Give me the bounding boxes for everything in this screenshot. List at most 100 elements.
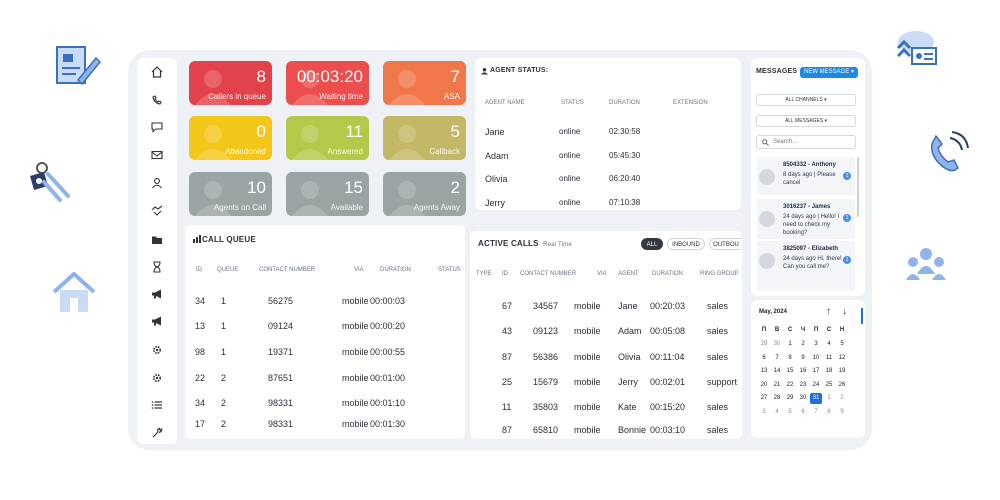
message-sender: 3825097 - Elizabeth: [783, 246, 839, 252]
calendar-day[interactable]: 1: [827, 395, 831, 401]
table-cell: online: [559, 174, 581, 183]
stat-value: 0: [256, 122, 266, 141]
calendar-day[interactable]: 30: [799, 395, 807, 401]
sidebar-item-list-12[interactable]: [150, 398, 164, 412]
sidebar-item-phone-1[interactable]: [150, 93, 164, 107]
calendar-day[interactable]: 16: [799, 368, 807, 374]
stat-value: 2: [450, 178, 460, 197]
calendar-day[interactable]: 4: [827, 341, 831, 347]
calendar-day[interactable]: 17: [812, 368, 820, 374]
calendar-day[interactable]: 20: [760, 381, 768, 388]
calendar-prev-button[interactable]: ↑: [826, 306, 831, 317]
calendar-day[interactable]: 6: [762, 354, 766, 361]
stat-tile[interactable]: 8 Callers in queue: [189, 61, 272, 105]
messages-title: MESSAGES: [756, 68, 798, 75]
weekday-label: П: [813, 327, 819, 333]
sidebar-item-gear-10[interactable]: [150, 343, 164, 357]
calendar-day[interactable]: 28: [773, 395, 781, 401]
calendar-day[interactable]: 12: [838, 354, 846, 361]
calendar-day[interactable]: 11: [825, 354, 833, 361]
column-header: DURATION: [652, 271, 683, 277]
phone-icon: [152, 95, 162, 105]
channels-dropdown[interactable]: ALL CHANNELS ▾: [756, 94, 856, 106]
stat-tile[interactable]: 0 Abandoned: [189, 116, 272, 160]
calendar-day[interactable]: 25: [825, 381, 833, 388]
filter-outbound-button[interactable]: OUTBOU: [709, 238, 742, 250]
search-input[interactable]: Search...: [756, 135, 856, 149]
stat-tile[interactable]: 2 Agents Away: [383, 172, 466, 216]
stat-tile[interactable]: 15 Available: [286, 172, 369, 216]
calendar-day[interactable]: 5: [840, 341, 844, 347]
calendar-day[interactable]: 2: [840, 395, 844, 401]
calendar-day[interactable]: 22: [786, 381, 794, 388]
calendar-day[interactable]: 29: [760, 341, 768, 347]
filter-inbound-button[interactable]: INBOUND: [667, 238, 705, 250]
filter-all-button[interactable]: ALL: [641, 238, 663, 250]
message-item[interactable]: 3825097 - Elizabeth 24 days ago Hi, there…: [757, 241, 855, 291]
table-cell: Jerry: [618, 377, 638, 387]
stat-tile[interactable]: 10 Agents on Call: [189, 172, 272, 216]
calendar-day[interactable]: 5: [788, 408, 792, 415]
calendar-day[interactable]: 9: [840, 408, 844, 415]
column-header: STATUS: [438, 267, 461, 273]
calendar-day[interactable]: 27: [760, 395, 768, 401]
sidebar-item-handshake-5[interactable]: [150, 203, 164, 217]
sidebar-item-megaphone-9[interactable]: [150, 314, 164, 328]
message-list-scrollbar[interactable]: [857, 157, 859, 217]
calendar-day[interactable]: 8: [788, 354, 792, 361]
calendar-day[interactable]: 18: [825, 368, 833, 374]
calendar-day[interactable]: 10: [812, 354, 820, 361]
message-item[interactable]: 8504332 - Anthony 8 days ago | Please can…: [757, 157, 855, 195]
table-cell: 06:20:40: [609, 174, 641, 183]
calendar-day[interactable]: 21: [773, 381, 781, 388]
sidebar-item-folder-6[interactable]: [150, 233, 164, 247]
calendar-day[interactable]: 7: [814, 408, 818, 415]
new-message-button[interactable]: NEW MESSAGE ▾: [800, 67, 859, 78]
calendar-day[interactable]: 15: [786, 368, 794, 374]
calendar-day[interactable]: 29: [786, 395, 794, 401]
calendar-day[interactable]: 19: [838, 368, 846, 374]
sidebar-item-mail-3[interactable]: [150, 148, 164, 162]
table-cell: 00:01:10: [370, 398, 406, 408]
calendar-day[interactable]: 2: [801, 341, 805, 347]
stat-tile[interactable]: 7 ASA: [383, 61, 466, 105]
calendar-day[interactable]: 9: [801, 354, 805, 361]
messages-filter-dropdown[interactable]: ALL MESSAGES ▾: [756, 115, 856, 127]
table-cell: 67: [502, 301, 513, 311]
message-item[interactable]: 3016237 - James 24 days ago | Hello! I ne…: [757, 199, 855, 239]
calendar-day[interactable]: 4: [775, 408, 779, 415]
sidebar-item-megaphone-8[interactable]: [150, 287, 164, 301]
column-header: CONTACT NUMBER: [520, 271, 577, 277]
gear-icon: [152, 345, 162, 355]
stat-label: Available: [330, 203, 363, 212]
calendar-day[interactable]: 24: [812, 381, 820, 388]
megaphone-icon: [152, 289, 161, 299]
stat-tile[interactable]: 5 Callback: [383, 116, 466, 160]
calendar-day[interactable]: 23: [799, 381, 807, 388]
stat-tile[interactable]: 11 Answered: [286, 116, 369, 160]
active-calls-panel: [470, 231, 742, 439]
sidebar-item-user-4[interactable]: [150, 176, 164, 190]
message-sender: 3016237 - James: [783, 204, 831, 210]
calendar-next-button[interactable]: ↓: [842, 306, 847, 317]
calendar-day[interactable]: 14: [773, 368, 781, 374]
calendar-day[interactable]: 13: [760, 368, 768, 374]
table-cell: 98331: [268, 419, 294, 429]
calendar-day[interactable]: 1: [788, 341, 792, 347]
calendar-day[interactable]: 7: [775, 354, 779, 361]
sidebar-item-gear-11[interactable]: [150, 371, 164, 385]
calendar-day[interactable]: 8: [827, 408, 831, 415]
sidebar-item-hourglass-7[interactable]: [150, 260, 164, 274]
table-cell: 56275: [268, 296, 294, 306]
stat-tile[interactable]: 00:03:20 Waiting time: [286, 61, 369, 105]
calendar-day[interactable]: 3: [814, 341, 818, 347]
calendar-day[interactable]: 3: [762, 408, 766, 415]
calendar-day[interactable]: 6: [801, 408, 805, 415]
sidebar-item-wrench-13[interactable]: [150, 426, 164, 440]
table-cell: 00:00:55: [370, 347, 406, 357]
calendar-day[interactable]: 31: [810, 393, 822, 404]
calendar-day[interactable]: 30: [773, 341, 781, 347]
sidebar-item-chat-2[interactable]: [150, 120, 164, 134]
sidebar-item-home-0[interactable]: [150, 65, 164, 79]
calendar-day[interactable]: 26: [838, 381, 846, 388]
